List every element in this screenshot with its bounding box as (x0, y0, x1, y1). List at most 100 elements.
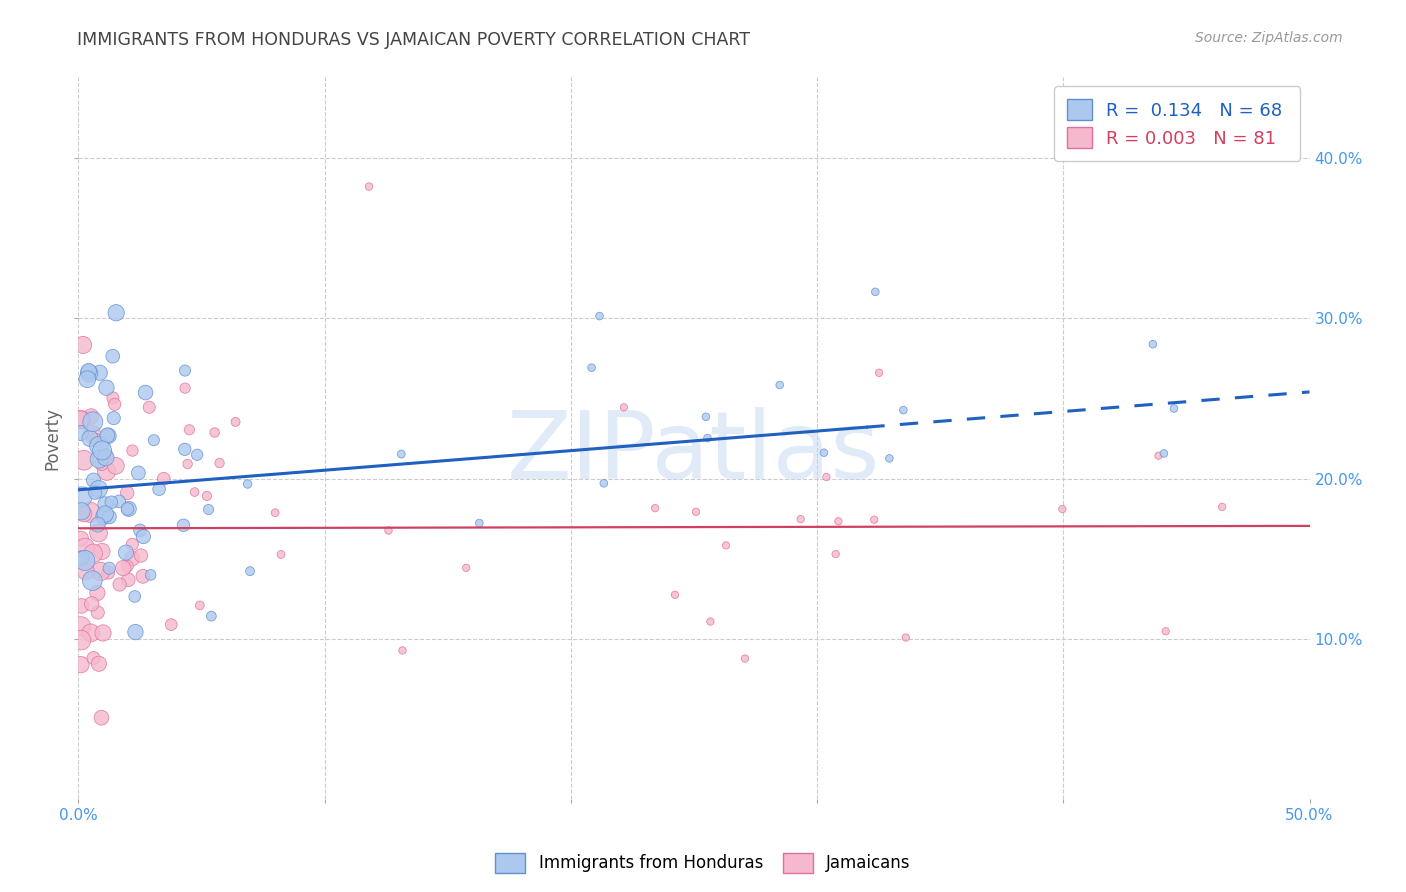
Point (73, 553, 96, 567)
Point (699, 615, 721, 629)
Point (696, 431, 718, 445)
Point (83, 651, 105, 665)
Point (70, 504, 93, 518)
Point (148, 482, 170, 496)
Point (112, 561, 135, 575)
Point (77, 366, 100, 380)
Point (152, 472, 174, 486)
Point (592, 476, 614, 491)
Point (73, 453, 96, 467)
Point (108, 494, 131, 508)
Point (188, 599, 211, 613)
Point (879, 451, 901, 466)
Point (172, 518, 194, 533)
Point (264, 506, 287, 520)
Point (813, 446, 835, 460)
Point (105, 306, 128, 320)
Point (664, 588, 686, 602)
Point (70, 412, 93, 426)
Point (103, 411, 125, 425)
Point (129, 524, 152, 538)
Point (70, 425, 93, 440)
Point (82, 546, 104, 560)
Point (97, 429, 120, 443)
Point (97, 566, 120, 580)
Point (70, 490, 93, 504)
Point (236, 477, 259, 491)
Point (121, 537, 143, 551)
Point (87, 657, 110, 671)
Point (87, 482, 110, 496)
Point (132, 569, 155, 583)
Point (94, 507, 117, 521)
Point (138, 401, 160, 415)
Text: ZIPatlas: ZIPatlas (508, 407, 880, 499)
Y-axis label: Poverty: Poverty (44, 407, 60, 470)
Point (142, 434, 165, 448)
Point (115, 545, 138, 559)
Point (115, 486, 138, 500)
Point (70, 532, 93, 546)
Point (789, 512, 811, 526)
Point (588, 309, 610, 323)
Point (94, 450, 117, 465)
Point (1142, 337, 1164, 351)
Point (96, 381, 118, 395)
Point (94, 449, 117, 463)
Point (104, 397, 127, 411)
Point (160, 617, 183, 632)
Legend: R =  0.134   N = 68, R = 0.003   N = 81  : R = 0.134 N = 68, R = 0.003 N = 81 (1054, 87, 1301, 161)
Point (815, 470, 838, 484)
Point (76, 372, 98, 386)
Point (139, 568, 162, 582)
Point (90, 711, 112, 725)
Point (132, 529, 155, 543)
Point (98, 509, 121, 524)
Point (124, 625, 146, 640)
Point (827, 514, 849, 528)
Point (72, 338, 94, 352)
Point (79, 505, 101, 519)
Point (270, 548, 292, 562)
Point (80, 597, 103, 611)
Point (197, 502, 219, 516)
Point (86, 586, 108, 600)
Point (389, 447, 412, 461)
Point (90, 457, 112, 471)
Point (121, 551, 143, 566)
Point (70, 412, 93, 426)
Point (195, 489, 218, 503)
Text: Source: ZipAtlas.com: Source: ZipAtlas.com (1195, 31, 1343, 45)
Point (70, 657, 93, 672)
Legend: Immigrants from Honduras, Jamaicans: Immigrants from Honduras, Jamaicans (488, 847, 918, 880)
Point (176, 457, 198, 471)
Point (117, 573, 139, 587)
Point (714, 538, 737, 552)
Point (118, 502, 141, 516)
Point (90, 565, 112, 579)
Point (79, 432, 101, 446)
Point (89, 366, 111, 380)
Point (70, 619, 93, 633)
Point (117, 559, 139, 574)
Point (82, 574, 104, 588)
Point (84, 485, 107, 500)
Point (391, 643, 413, 657)
Point (87, 606, 110, 620)
Point (456, 561, 478, 575)
Point (200, 609, 222, 624)
Point (80, 409, 103, 424)
Point (613, 401, 636, 415)
Point (91, 626, 114, 640)
Point (70, 599, 93, 613)
Point (83, 473, 105, 487)
Point (87, 517, 110, 532)
Point (91, 544, 114, 558)
Point (117, 502, 139, 516)
Point (173, 442, 195, 457)
Point (124, 590, 146, 604)
Point (104, 458, 127, 473)
Point (135, 385, 157, 400)
Point (93, 509, 115, 524)
Point (734, 651, 756, 665)
